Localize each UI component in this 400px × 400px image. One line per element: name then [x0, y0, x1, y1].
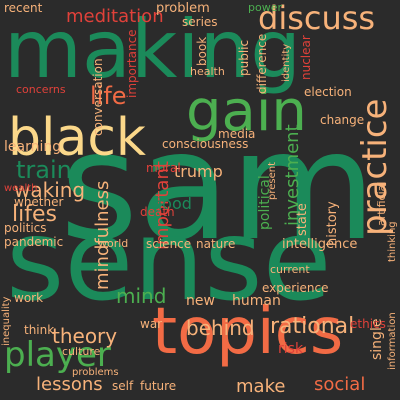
- word-social: social: [314, 374, 366, 395]
- word-thinking: thinking: [387, 221, 398, 262]
- word-making: making: [4, 3, 301, 96]
- word-science: science: [146, 237, 192, 251]
- word-health: health: [190, 65, 225, 78]
- word-life: life: [90, 82, 127, 110]
- word-nature: nature: [196, 237, 236, 251]
- word-black: black: [8, 108, 147, 168]
- word-trump: trump: [174, 162, 223, 181]
- word-current: current: [270, 263, 310, 276]
- word-mind: mind: [116, 284, 167, 308]
- word-culture: culture: [62, 345, 101, 358]
- word-power: power: [248, 1, 282, 14]
- word-identity: identity: [281, 43, 292, 82]
- word-series: series: [182, 15, 218, 29]
- word-learning: learning: [4, 139, 62, 155]
- word-future: future: [140, 379, 177, 393]
- word-recent: recent: [4, 1, 43, 15]
- word-discuss: discuss: [258, 0, 376, 37]
- word-moral: moral: [146, 161, 181, 175]
- word-state: state: [295, 203, 310, 236]
- word-artificial: artificial: [375, 181, 388, 226]
- word-player: player: [4, 335, 111, 375]
- word-pandemic: pandemic: [4, 235, 64, 249]
- word-whether: whether: [14, 195, 64, 209]
- word-conversation: conversation: [91, 58, 105, 136]
- word-mindfulness: mindfulness: [92, 180, 113, 290]
- word-book: book: [195, 36, 209, 66]
- word-experience: experience: [262, 281, 329, 295]
- word-election: election: [304, 85, 352, 99]
- word-concerns: concerns: [16, 83, 66, 96]
- word-history: history: [325, 201, 340, 246]
- word-make: make: [236, 376, 286, 397]
- word-change: change: [320, 113, 365, 127]
- word-war: war: [140, 317, 163, 331]
- word-death: death: [140, 205, 175, 219]
- word-importance: importance: [125, 29, 139, 98]
- word-work: work: [14, 291, 44, 305]
- word-topics: topics: [152, 295, 344, 369]
- word-rational: rational: [270, 314, 355, 339]
- word-waking: waking: [14, 178, 86, 202]
- word-nuclear: nuclear: [299, 35, 313, 80]
- word-behind: behind: [186, 316, 255, 340]
- word-theory: theory: [52, 324, 118, 348]
- word-gain: gain: [186, 79, 307, 144]
- word-information: information: [387, 312, 398, 370]
- word-sense: sense: [6, 196, 332, 326]
- word-sam: sam: [60, 100, 377, 274]
- word-difference: difference: [255, 33, 269, 94]
- word-media: media: [218, 127, 256, 141]
- word-meditation: meditation: [66, 6, 164, 27]
- word-consciousness: consciousness: [162, 137, 249, 151]
- word-politics: politics: [4, 221, 47, 235]
- word-ethics: ethics: [350, 317, 386, 331]
- word-intelligence: intelligence: [282, 237, 358, 252]
- word-public: public: [237, 39, 251, 76]
- word-world: world: [98, 237, 129, 250]
- word-problems: problems: [72, 367, 119, 378]
- word-self: self: [112, 379, 134, 393]
- word-inequality: inequality: [1, 296, 12, 346]
- word-new: new: [186, 293, 215, 309]
- word-human: human: [232, 293, 281, 309]
- word-train: train: [16, 156, 72, 184]
- word-risk: risk: [278, 341, 304, 357]
- word-wealth: wealth: [4, 183, 38, 194]
- word-problem: problem: [156, 1, 210, 16]
- word-good: good: [152, 194, 192, 213]
- word-think: think: [24, 323, 55, 337]
- word-lessons: lessons: [36, 374, 103, 395]
- word-present: present: [267, 161, 278, 200]
- word-lifes: lifes: [12, 202, 57, 227]
